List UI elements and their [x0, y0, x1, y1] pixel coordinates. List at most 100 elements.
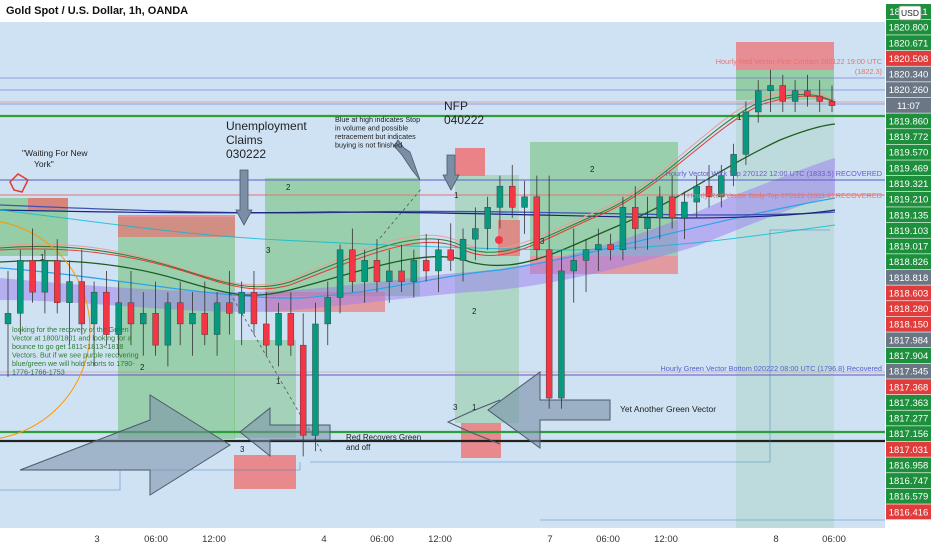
candle-body [115, 302, 122, 335]
price-label-box [886, 144, 931, 160]
price-label-box [886, 113, 931, 129]
header-bar [0, 0, 932, 22]
candle-body [4, 313, 12, 325]
price-label-box [886, 191, 931, 207]
price-label: 1817.368 [889, 382, 929, 393]
price-label: 1819.103 [889, 226, 929, 237]
price-label-box [886, 457, 931, 473]
candle-body [201, 313, 208, 335]
candle-body [656, 196, 664, 219]
price-label-box [886, 97, 931, 113]
time-tick-label: 7 [547, 534, 552, 545]
price-label: 1817.984 [889, 335, 929, 346]
candle-body [103, 291, 110, 335]
note-unemployment-line: 030222 [226, 147, 266, 161]
annotations: "Waiting For New York" Unemployment Clai… [12, 57, 882, 454]
price-label-box [886, 269, 931, 285]
ma-navy [0, 209, 836, 219]
candle-body [263, 323, 270, 346]
candle-body [619, 207, 627, 250]
marker-icon [9, 173, 29, 193]
count-label: 1 [276, 377, 281, 386]
time-tick-label: 4 [321, 534, 326, 545]
candle-body [718, 175, 725, 197]
price-label-box [886, 332, 931, 348]
candle-body [53, 260, 61, 303]
price-label-box [886, 504, 931, 520]
candle-body [41, 260, 49, 293]
candle-body [742, 111, 750, 155]
price-label-box [886, 285, 931, 301]
time-tick-label: 12:00 [202, 534, 226, 545]
candle-body [472, 228, 479, 240]
candle-body [828, 101, 836, 106]
candle-body [447, 249, 454, 261]
time-tick-label: 06:00 [822, 534, 846, 545]
candle-body [595, 244, 602, 250]
arrow-right [19, 394, 231, 496]
time-axis-bg [0, 528, 932, 550]
note-unemployment-line: Unemployment [226, 119, 307, 133]
count-label: 2 [472, 307, 477, 316]
red-zone [234, 455, 296, 489]
candle-body [545, 249, 553, 399]
candle-body [755, 90, 762, 113]
ma-blue [0, 204, 836, 216]
note-nfp-line: NFP [444, 99, 468, 113]
note-blue-line: Blue at high indicates Stop [335, 115, 420, 124]
candle-body [509, 185, 516, 208]
arrow-left [239, 406, 331, 458]
price-label-box [886, 348, 931, 363]
price-label-box [886, 160, 931, 176]
note-waiting-line: York" [34, 159, 54, 169]
price-label-box [886, 19, 931, 35]
price-label-box [886, 316, 931, 332]
time-tick-label: 06:00 [144, 534, 168, 545]
time-tick-label: 3 [94, 534, 99, 545]
price-label: 1817.031 [889, 445, 929, 456]
note-blue-line: in volume and possible [335, 124, 408, 133]
label-red-body: Hourly Red Vector Body Top 270122 (1811.… [687, 191, 882, 200]
note-red-recovers-line: and off [346, 443, 371, 452]
price-label: 1819.135 [889, 210, 929, 221]
candle-body [558, 270, 565, 399]
price-label-box [886, 50, 931, 66]
note-green-line: bounce to go get 1811<1813<1818 [12, 342, 123, 351]
arrow-down [235, 169, 253, 226]
candle-body [693, 185, 700, 203]
price-label: 1819.469 [889, 163, 929, 174]
candle-body [816, 95, 823, 102]
candle-body [804, 90, 811, 97]
candle-body [767, 85, 774, 91]
price-label: 1819.860 [889, 116, 929, 127]
note-yet-another: Yet Another Green Vector [620, 404, 716, 414]
candle-body [29, 260, 36, 293]
ma-lightblue [0, 209, 836, 251]
price-label: 1816.579 [889, 492, 929, 503]
count-label: 3 [240, 445, 245, 454]
currency-button[interactable]: USD [901, 8, 919, 18]
time-tick-label: 8 [773, 534, 778, 545]
candle-body [299, 344, 307, 436]
candle-body [17, 260, 24, 314]
candle-body [582, 249, 590, 261]
candle-body [140, 313, 147, 325]
price-label: 1816.747 [889, 476, 929, 487]
marker-icon [495, 236, 503, 244]
price-label-box [886, 176, 931, 191]
price-label: 1816.958 [889, 460, 929, 471]
candle-body [730, 154, 737, 176]
candle-body [238, 291, 245, 314]
note-green-line: Vectors. But if we see purple recovering [12, 351, 139, 360]
candle-body [533, 196, 541, 250]
price-label: 1817.545 [889, 367, 929, 378]
label-green-bottom: Hourly Green Vector Bottom 020222 08:00 … [661, 364, 882, 373]
red-zone [498, 220, 520, 256]
candle-body [287, 313, 295, 346]
candle-body [668, 196, 676, 219]
candle-body [607, 244, 614, 250]
price-label-box [886, 35, 931, 51]
price-label-box [886, 426, 931, 442]
currency-button-frame[interactable] [898, 5, 922, 21]
